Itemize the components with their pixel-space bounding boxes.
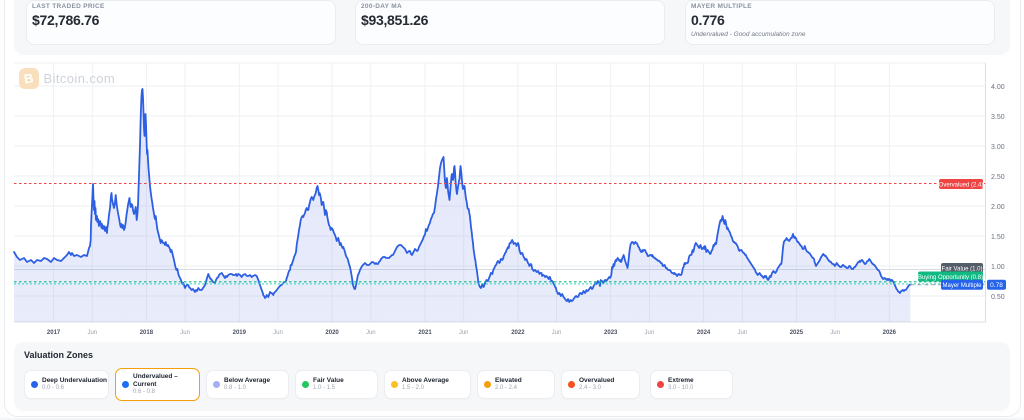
svg-text:3.00: 3.00 — [991, 144, 1005, 151]
svg-text:Jun: Jun — [366, 330, 376, 336]
svg-text:2022: 2022 — [511, 330, 525, 336]
svg-text:Jun: Jun — [180, 330, 190, 336]
svg-text:2026: 2026 — [883, 330, 897, 336]
svg-text:2021: 2021 — [418, 330, 432, 336]
svg-text:2.50: 2.50 — [991, 174, 1005, 181]
svg-text:1.00: 1.00 — [991, 264, 1005, 271]
svg-text:2025: 2025 — [790, 330, 804, 336]
svg-text:Jun: Jun — [737, 330, 747, 336]
svg-text:Jun: Jun — [273, 330, 283, 336]
svg-text:Buying Opportunity (0.8): Buying Opportunity (0.8) — [918, 275, 983, 281]
svg-text:2019: 2019 — [233, 330, 247, 336]
svg-text:Mayer Multiple: Mayer Multiple — [942, 283, 982, 289]
svg-text:0.78: 0.78 — [990, 282, 1003, 289]
svg-text:Jun: Jun — [830, 330, 840, 336]
svg-text:2020: 2020 — [325, 330, 339, 336]
svg-text:Jun: Jun — [645, 330, 655, 336]
svg-text:Fair Value (1.0): Fair Value (1.0) — [942, 266, 983, 272]
svg-text:1.50: 1.50 — [991, 234, 1005, 241]
svg-text:0.50: 0.50 — [991, 294, 1005, 301]
svg-text:2024: 2024 — [697, 330, 711, 336]
svg-text:4.00: 4.00 — [991, 84, 1005, 91]
svg-text:Jun: Jun — [459, 330, 469, 336]
svg-text:2018: 2018 — [140, 330, 154, 336]
svg-text:Jun: Jun — [552, 330, 562, 336]
svg-text:2023: 2023 — [604, 330, 618, 336]
svg-text:2.00: 2.00 — [991, 204, 1005, 211]
svg-text:Jun: Jun — [87, 330, 97, 336]
svg-text:Overvalued (2.4): Overvalued (2.4) — [939, 182, 984, 188]
svg-text:2017: 2017 — [47, 330, 61, 336]
svg-text:3.50: 3.50 — [991, 114, 1005, 121]
